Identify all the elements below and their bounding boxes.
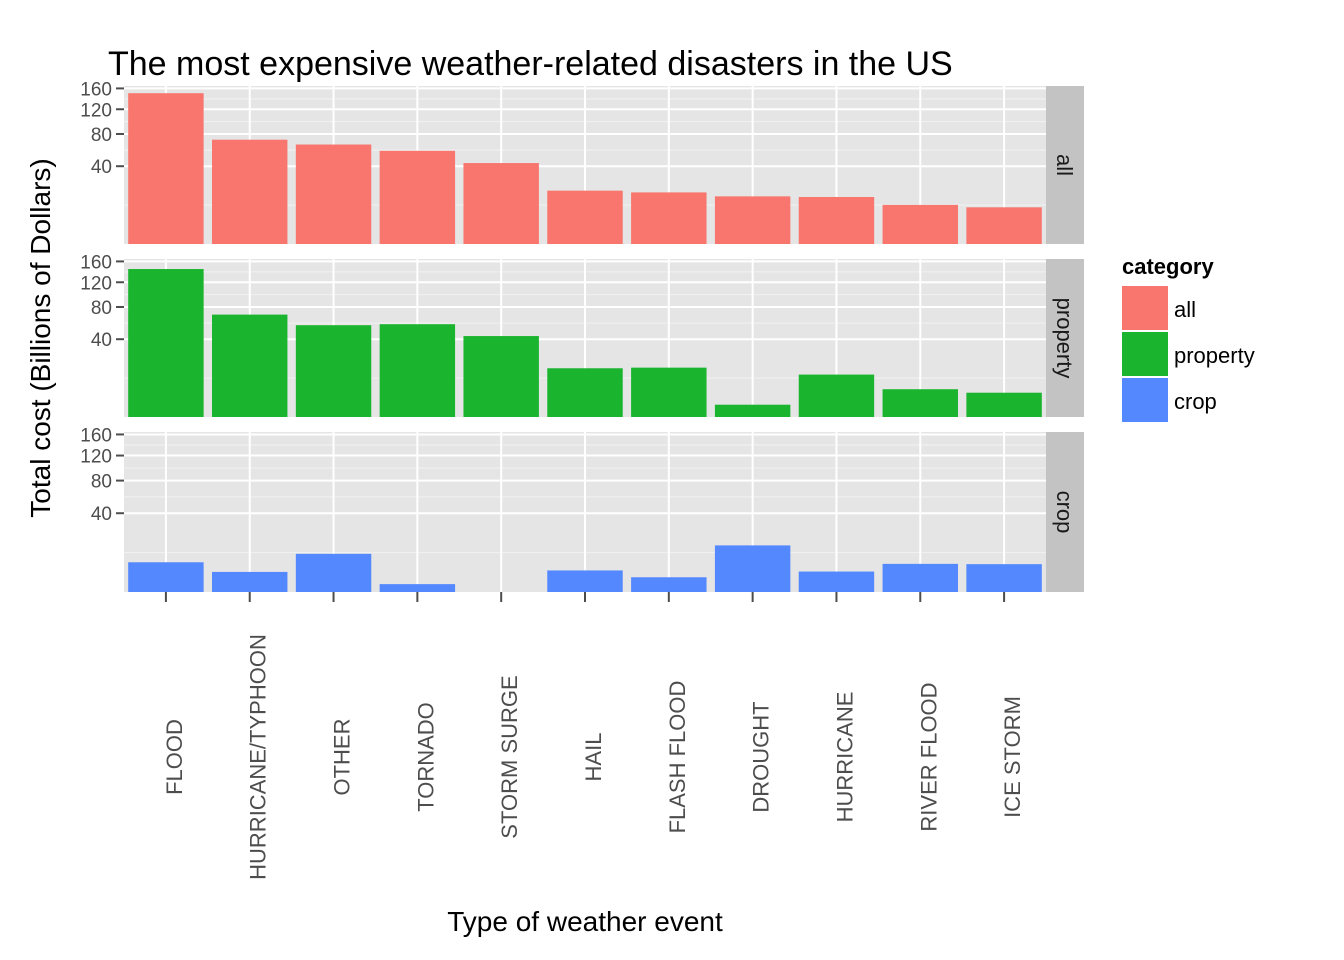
bar-property-2 — [212, 314, 288, 417]
y-tick-label: 40 — [91, 504, 112, 525]
bar-all-8 — [714, 196, 791, 244]
x-axis-title: Type of weather event — [447, 906, 723, 937]
x-tick-label: ICE STORM — [1000, 696, 1025, 818]
facet-strip-label: crop — [1052, 491, 1077, 534]
legend: category all property crop — [1122, 254, 1255, 422]
bar-crop-3 — [295, 553, 372, 592]
y-axis-title: Total cost (Billions of Dollars) — [25, 158, 56, 517]
x-tick-label: STORM SURGE — [497, 675, 522, 838]
chart-title: The most expensive weather-related disas… — [108, 45, 953, 83]
x-tick-label: DROUGHT — [749, 701, 774, 812]
bar-property-7 — [631, 367, 707, 417]
bar-crop-9 — [798, 571, 875, 592]
x-tick-label: OTHER — [330, 719, 355, 796]
facet-strip-all — [1046, 86, 1084, 244]
x-tick-label: HURRICANE — [832, 692, 857, 823]
bar-crop-11 — [966, 564, 1042, 592]
bar-all-5 — [463, 163, 539, 244]
bar-crop-7 — [631, 577, 707, 592]
bar-crop-8 — [714, 545, 791, 592]
bar-property-11 — [966, 392, 1042, 417]
bar-all-1 — [128, 93, 204, 245]
y-tick-label: 160 — [80, 425, 112, 446]
bar-property-6 — [547, 368, 623, 417]
bar-property-4 — [379, 324, 456, 417]
bar-all-10 — [882, 204, 958, 244]
bar-crop-2 — [212, 571, 288, 592]
legend-label-property: property — [1174, 343, 1255, 368]
x-tick-label: TORNADO — [413, 702, 438, 812]
y-tick-label: 80 — [91, 298, 112, 319]
y-tick-label: 120 — [80, 273, 112, 294]
x-tick-label: HAIL — [581, 733, 606, 782]
y-tick-label: 80 — [91, 125, 112, 146]
x-tick-label: RIVER FLOOD — [916, 682, 941, 831]
facet-strip-crop — [1046, 432, 1084, 592]
bar-property-5 — [463, 336, 539, 417]
bar-crop-10 — [882, 563, 958, 592]
facet-strip-label: property — [1052, 298, 1077, 379]
x-tick-label: FLOOD — [162, 719, 187, 795]
bar-property-3 — [295, 325, 372, 417]
y-tick-label: 40 — [91, 330, 112, 351]
y-tick-label: 160 — [80, 79, 112, 100]
facet-panels: 4080120160all4080120160property408012016… — [80, 79, 1084, 592]
bar-property-10 — [882, 389, 958, 417]
y-tick-label: 40 — [91, 157, 112, 178]
y-tick-label: 120 — [80, 447, 112, 468]
bar-all-4 — [379, 150, 456, 244]
legend-label-all: all — [1174, 297, 1196, 322]
x-tick-label: FLASH FLOOD — [665, 681, 690, 834]
x-axis: FLOOD HURRICANE/TYPHOON OTHER TORNADO STORM … — [162, 592, 1025, 880]
bar-crop-6 — [547, 570, 623, 592]
y-tick-label: 80 — [91, 472, 112, 493]
bar-property-8 — [714, 404, 791, 417]
bar-all-9 — [798, 197, 875, 244]
bar-all-3 — [295, 144, 372, 244]
legend-key-property — [1122, 332, 1168, 376]
bar-crop-4 — [379, 584, 456, 592]
legend-key-all — [1122, 286, 1168, 330]
bar-all-2 — [212, 139, 288, 244]
bar-all-6 — [547, 190, 623, 244]
bar-all-11 — [966, 207, 1042, 244]
bar-crop-1 — [128, 562, 204, 592]
y-tick-label: 160 — [80, 252, 112, 273]
facet-strip-property — [1046, 259, 1084, 417]
legend-key-crop — [1122, 378, 1168, 422]
facet-strip-label: all — [1052, 154, 1077, 176]
y-tick-label: 120 — [80, 100, 112, 121]
x-tick-label: HURRICANE/TYPHOON — [246, 634, 271, 880]
bar-all-7 — [631, 192, 707, 244]
bar-property-9 — [798, 374, 875, 417]
legend-label-crop: crop — [1174, 389, 1217, 414]
legend-title: category — [1122, 254, 1214, 279]
bar-property-1 — [128, 269, 204, 417]
